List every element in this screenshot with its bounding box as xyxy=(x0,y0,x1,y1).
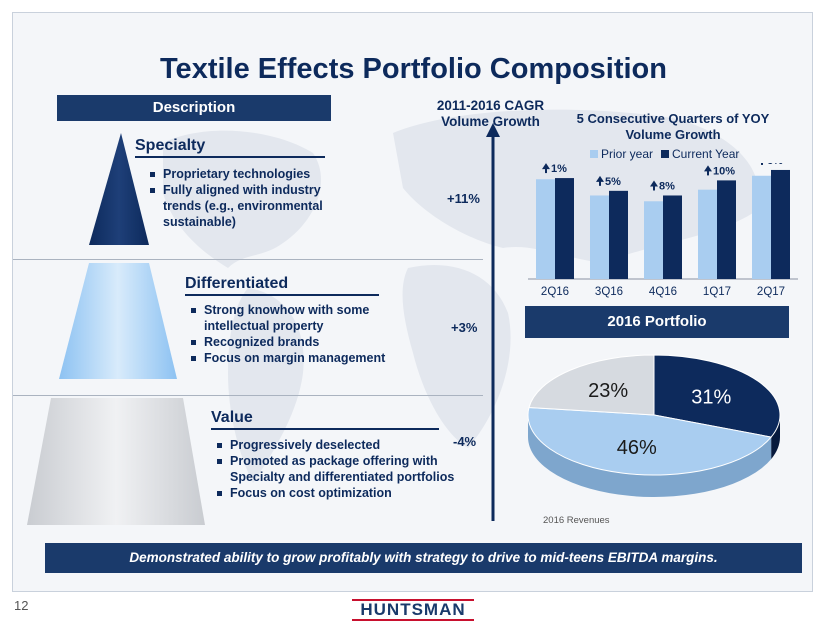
legend-current-label: Current Year xyxy=(672,147,740,161)
data-label-1Q17: 10% xyxy=(704,165,735,177)
up-arrow-stem xyxy=(761,163,763,165)
pie-label-0: 31% xyxy=(691,386,731,408)
differentiated-bullets: Strong knowhow with some intellectual pr… xyxy=(190,302,410,366)
bar-current-1Q17 xyxy=(717,180,736,279)
data-label-text: 5% xyxy=(605,176,621,188)
divider-2 xyxy=(13,395,483,396)
value-bullets: Progressively deselected Promoted as pac… xyxy=(216,437,466,501)
map-americas-south xyxy=(228,288,304,483)
pie-label-1: 46% xyxy=(617,437,657,459)
description-header: Description xyxy=(57,95,331,121)
value-underline xyxy=(211,428,439,430)
growth-specialty: +11% xyxy=(447,191,480,206)
tick-label-2Q16: 2Q16 xyxy=(541,286,569,298)
specialty-underline xyxy=(135,156,325,158)
pie-slice-46% xyxy=(527,406,773,476)
differentiated-title: Differentiated xyxy=(185,275,289,292)
data-label-text: 6% xyxy=(767,163,783,167)
pie-label-2: 23% xyxy=(588,380,628,402)
divider-1 xyxy=(13,259,483,260)
data-label-2Q16: 1% xyxy=(542,163,567,175)
portfolio-header: 2016 Portfolio xyxy=(525,306,789,338)
tick-label-4Q16: 4Q16 xyxy=(649,286,677,298)
pie-slice-31% xyxy=(653,354,781,438)
cagr-title-line1: 2011-2016 CAGR xyxy=(436,98,545,113)
specialty-title: Specialty xyxy=(135,137,206,154)
bullet: Focus on cost optimization xyxy=(216,485,466,501)
bar-current-2Q16 xyxy=(555,178,574,279)
bullet: Fully aligned with industry trends (e.g.… xyxy=(149,182,359,230)
bullet: Focus on margin management xyxy=(190,350,410,366)
tick-label-1Q17: 1Q17 xyxy=(703,286,731,298)
up-arrow-stem xyxy=(599,180,601,186)
bullet: Recognized brands xyxy=(190,334,410,350)
pie-chart: 31% 46% 23% xyxy=(527,354,781,497)
slide-title: Textile Effects Portfolio Composition xyxy=(160,53,667,85)
bar-prior-2Q16 xyxy=(536,179,555,279)
data-label-3Q16: 5% xyxy=(596,175,621,188)
map-africa xyxy=(402,265,511,448)
bar-chart-legend: Prior year Current Year xyxy=(590,147,739,161)
bullet: Promoted as package offering with Specia… xyxy=(216,453,466,485)
bullet: Proprietary technologies xyxy=(149,166,359,182)
growth-arrow xyxy=(486,123,500,521)
cagr-title: 2011-2016 CAGR Volume Growth xyxy=(423,98,558,130)
pie-note: 2016 Revenues xyxy=(543,515,610,526)
bar-prior-2Q17 xyxy=(752,175,771,279)
bar-chart-title: 5 Consecutive Quarters of YOY Volume Gro… xyxy=(576,111,770,142)
up-arrow-stem xyxy=(707,170,709,176)
page-number: 12 xyxy=(14,598,29,613)
up-arrow-icon xyxy=(596,175,604,182)
pie-side-1 xyxy=(528,415,772,497)
map-americas-north xyxy=(163,130,322,268)
data-label-text: 1% xyxy=(551,163,567,175)
bar-prior-4Q16 xyxy=(644,201,663,279)
slide: Textile Effects Portfolio Composition De… xyxy=(12,12,813,592)
up-arrow-icon xyxy=(704,165,712,172)
data-label-4Q16: 8% xyxy=(650,180,675,192)
specialty-bullets: Proprietary technologies Fully aligned w… xyxy=(149,166,359,230)
legend-swatch-prior xyxy=(590,150,598,158)
pie-slice-23% xyxy=(528,354,655,416)
data-label-2Q17: 6% xyxy=(761,163,783,167)
data-label-text: 10% xyxy=(713,165,735,177)
up-arrow-stem xyxy=(545,168,547,174)
pyramid-differentiated xyxy=(59,263,177,379)
growth-differentiated: +3% xyxy=(451,320,478,335)
pyramid-value xyxy=(27,398,205,525)
value-title: Value xyxy=(211,409,253,426)
differentiated-underline xyxy=(185,294,379,296)
cagr-title-line2: Volume Growth xyxy=(441,114,540,129)
legend-swatch-current xyxy=(661,150,670,158)
pyramid-graphic xyxy=(27,133,205,525)
bar-current-4Q16 xyxy=(663,195,682,279)
up-arrow-stem xyxy=(653,185,655,191)
bar-current-3Q16 xyxy=(609,190,628,279)
huntsman-logo: HUNTSMAN xyxy=(352,599,474,621)
bar-prior-3Q16 xyxy=(590,195,609,279)
tick-label-2Q17: 2Q17 xyxy=(757,286,785,298)
bar-current-2Q17 xyxy=(771,169,790,279)
bar-chart: 1% 2Q16 5% 3Q16 8% 4Q16 10% 1Q17 6% 2Q17 xyxy=(528,163,798,298)
legend-prior-label: Prior year xyxy=(601,147,654,161)
legend-current-year: Current Year xyxy=(661,147,739,161)
up-arrow-icon xyxy=(542,163,550,170)
bullet: Progressively deselected xyxy=(216,437,466,453)
up-arrow-icon xyxy=(650,180,658,187)
data-label-text: 8% xyxy=(659,180,675,192)
pie-side-0 xyxy=(771,415,780,460)
growth-value: -4% xyxy=(453,434,477,449)
pyramid-specialty xyxy=(89,133,149,245)
bar-prior-1Q17 xyxy=(698,189,717,279)
bullet: Strong knowhow with some intellectual pr… xyxy=(190,302,410,334)
tick-label-3Q16: 3Q16 xyxy=(595,286,623,298)
legend-prior-year: Prior year xyxy=(590,147,653,161)
footer-statement: Demonstrated ability to grow profitably … xyxy=(45,543,802,573)
